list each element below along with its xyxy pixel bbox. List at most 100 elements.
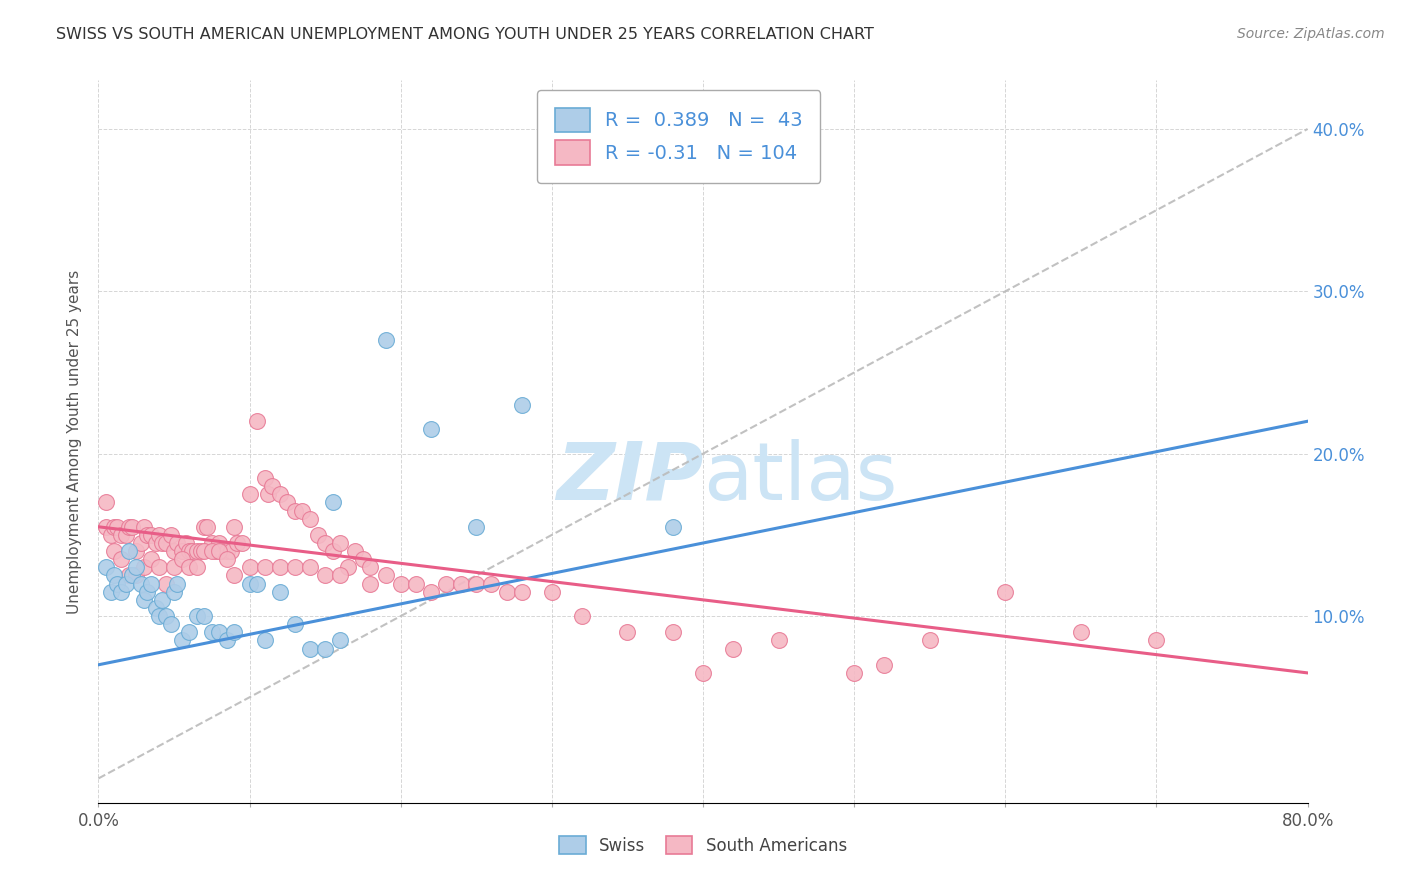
Point (148, 560, 170, 574)
Point (118, 544, 141, 558)
Y-axis label: Unemployment Among Youth under 25 years: Unemployment Among Youth under 25 years (67, 269, 83, 614)
Point (150, 536, 173, 550)
Point (170, 552, 193, 566)
Point (246, 414, 269, 428)
Point (148, 528, 170, 542)
Point (186, 560, 208, 574)
Point (201, 536, 224, 550)
Point (132, 560, 155, 574)
Point (170, 633, 193, 648)
Point (284, 617, 307, 632)
Legend: Swiss, South Americans: Swiss, South Americans (551, 828, 855, 863)
Point (125, 568, 148, 582)
Point (105, 576, 128, 591)
Point (125, 544, 148, 558)
Point (166, 536, 188, 550)
Point (129, 576, 152, 591)
Point (201, 544, 224, 558)
Point (253, 471, 276, 485)
Point (170, 544, 193, 558)
Point (132, 592, 155, 607)
Point (239, 560, 262, 574)
Point (661, 625, 683, 640)
Point (344, 544, 367, 558)
Point (405, 576, 427, 591)
Point (329, 633, 352, 648)
Point (299, 641, 322, 656)
Text: atlas: atlas (703, 439, 897, 516)
Point (510, 584, 533, 599)
Point (420, 422, 443, 436)
Point (103, 568, 125, 582)
Point (193, 544, 215, 558)
Point (873, 657, 896, 672)
Point (360, 560, 382, 574)
Point (110, 528, 132, 542)
Point (495, 584, 517, 599)
Point (121, 568, 143, 582)
Point (269, 487, 291, 501)
Point (374, 333, 396, 347)
Point (193, 609, 215, 624)
Point (465, 520, 488, 534)
Point (179, 544, 201, 558)
Point (186, 609, 208, 624)
Point (224, 520, 246, 534)
Point (314, 568, 336, 582)
Point (145, 536, 167, 550)
Point (208, 625, 231, 640)
Point (256, 487, 278, 501)
Point (510, 398, 533, 412)
Point (374, 568, 396, 582)
Point (181, 544, 204, 558)
Point (307, 528, 329, 542)
Point (262, 479, 284, 493)
Point (129, 536, 152, 550)
Point (186, 544, 208, 558)
Point (125, 560, 148, 574)
Point (103, 544, 125, 558)
Point (100, 584, 122, 599)
Point (160, 528, 183, 542)
Text: Source: ZipAtlas.com: Source: ZipAtlas.com (1237, 27, 1385, 41)
Point (224, 625, 246, 640)
Point (100, 528, 122, 542)
Point (269, 584, 291, 599)
Point (148, 609, 170, 624)
Point (389, 576, 412, 591)
Point (179, 625, 201, 640)
Point (163, 544, 186, 558)
Point (118, 568, 141, 582)
Point (723, 641, 745, 656)
Point (141, 552, 163, 566)
Point (121, 520, 143, 534)
Point (336, 560, 359, 574)
Point (239, 576, 262, 591)
Point (692, 665, 714, 680)
Point (994, 584, 1017, 599)
Point (284, 560, 307, 574)
Point (155, 576, 177, 591)
Point (145, 601, 167, 615)
Point (314, 536, 336, 550)
Point (163, 584, 186, 599)
Point (291, 503, 314, 517)
Point (94, 520, 117, 534)
Point (329, 536, 352, 550)
Point (195, 520, 218, 534)
Point (135, 584, 157, 599)
Point (322, 544, 344, 558)
Point (114, 528, 136, 542)
Point (208, 536, 231, 550)
Point (299, 511, 322, 525)
Point (132, 520, 155, 534)
Text: ZIP: ZIP (555, 439, 703, 516)
Point (179, 560, 201, 574)
Point (276, 495, 298, 509)
Point (918, 633, 941, 648)
Point (114, 576, 136, 591)
Point (155, 536, 177, 550)
Point (110, 552, 132, 566)
Point (201, 625, 224, 640)
Point (215, 544, 238, 558)
